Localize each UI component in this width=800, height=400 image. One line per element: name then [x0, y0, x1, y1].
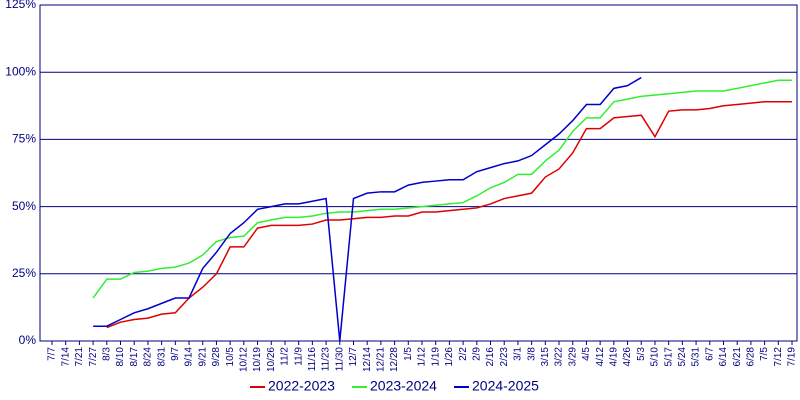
- x-tick-label: 12/21: [376, 347, 387, 372]
- x-tick-label: 4/19: [608, 347, 619, 367]
- x-tick-label: 11/9: [293, 347, 304, 366]
- x-tick-label: 6/14: [718, 347, 729, 367]
- x-tick-label: 12/7: [348, 347, 359, 367]
- x-tick-label: 2/9: [471, 347, 482, 361]
- x-tick-label: 7/5: [759, 347, 770, 361]
- y-tick-label: 75%: [12, 132, 36, 146]
- y-tick-label: 0%: [19, 333, 37, 347]
- x-tick-label: 7/21: [74, 347, 85, 367]
- x-tick-label: 2/16: [485, 347, 496, 367]
- x-tick-label: 7/14: [60, 347, 71, 367]
- series-line: [92, 79, 792, 299]
- x-tick-label: 10/19: [252, 347, 263, 372]
- x-tick-label: 9/7: [170, 347, 181, 361]
- x-tick-label: 11/2: [280, 347, 291, 366]
- x-tick-label: 3/1: [513, 347, 524, 361]
- x-tick-label: 7/12: [773, 347, 784, 367]
- x-tick-label: 2/2: [458, 347, 469, 361]
- legend-label: 2023-2024: [370, 378, 437, 394]
- x-tick-label: 12/14: [362, 347, 373, 372]
- x-tick-label: 4/26: [622, 347, 633, 367]
- x-tick-label: 6/28: [746, 347, 757, 367]
- x-tick-label: 5/24: [677, 347, 688, 367]
- x-tick-label: 11/30: [334, 347, 345, 372]
- x-tick-label: 7/19: [787, 347, 798, 367]
- x-tick-label: 5/10: [650, 347, 661, 367]
- x-tick-label: 1/19: [430, 347, 441, 367]
- series-line: [106, 101, 792, 329]
- x-tick-label: 8/31: [156, 347, 167, 367]
- x-tick-label: 8/10: [115, 347, 126, 367]
- x-tick-label: 11/23: [321, 347, 332, 372]
- series-line: [93, 76, 642, 342]
- x-tick-label: 1/26: [444, 347, 455, 367]
- x-tick-label: 7/7: [47, 347, 58, 361]
- x-tick-label: 9/14: [184, 347, 195, 367]
- x-tick-label: 11/16: [307, 347, 318, 372]
- y-tick-label: 100%: [5, 64, 36, 78]
- x-tick-label: 1/12: [417, 347, 428, 367]
- x-tick-label: 3/8: [526, 347, 537, 361]
- x-tick-label: 5/31: [691, 347, 702, 367]
- x-tick-label: 10/26: [266, 347, 277, 372]
- x-tick-label: 4/5: [581, 347, 592, 361]
- x-tick-label: 6/7: [704, 347, 715, 361]
- x-tick-label: 5/3: [636, 347, 647, 361]
- legend-label: 2024-2025: [472, 378, 539, 394]
- x-tick-label: 1/5: [403, 347, 414, 361]
- y-tick-label: 125%: [5, 0, 36, 11]
- x-tick-label: 9/21: [197, 347, 208, 367]
- x-tick-label: 12/28: [389, 347, 400, 372]
- x-tick-label: 7/27: [88, 347, 99, 367]
- x-tick-label: 3/29: [567, 347, 578, 367]
- x-tick-label: 8/24: [143, 347, 154, 367]
- x-tick-label: 9/28: [211, 347, 222, 367]
- x-tick-label: 4/12: [595, 347, 606, 367]
- x-tick-label: 10/5: [225, 347, 236, 367]
- x-tick-label: 2/23: [499, 347, 510, 367]
- y-tick-label: 50%: [12, 199, 36, 213]
- x-tick-label: 6/21: [732, 347, 743, 367]
- x-tick-label: 3/22: [554, 347, 565, 367]
- x-tick-label: 8/17: [129, 347, 140, 367]
- y-tick-label: 25%: [12, 266, 36, 280]
- legend-label: 2022-2023: [268, 378, 335, 394]
- plot-area: [39, 4, 798, 342]
- x-tick-label: 3/15: [540, 347, 551, 367]
- x-tick-label: 8/3: [101, 347, 112, 361]
- x-tick-label: 10/12: [238, 347, 249, 372]
- x-tick-label: 5/17: [663, 347, 674, 367]
